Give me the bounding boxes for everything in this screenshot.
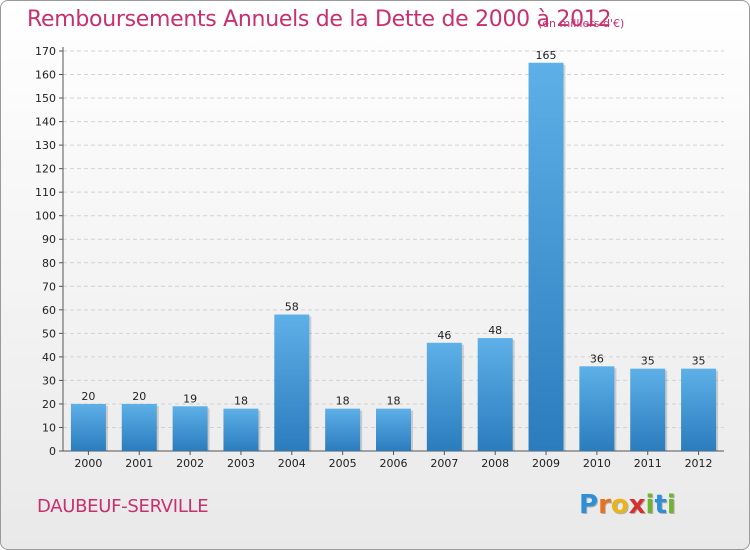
y-tick-label: 20 [42, 398, 56, 411]
data-label: 48 [488, 324, 502, 337]
x-tick-label: 2004 [278, 457, 306, 470]
bar-2000 [70, 403, 106, 451]
bar-2008 [477, 338, 513, 451]
data-label: 19 [183, 392, 197, 405]
logo-letter: t [654, 490, 667, 520]
y-tick-label: 0 [49, 445, 56, 458]
logo-letter: i [666, 490, 676, 520]
commune-name: DAUBEUF-SERVILLE [37, 496, 209, 517]
logo-letter: i [645, 490, 655, 520]
x-tick-label: 2000 [74, 457, 102, 470]
bar-2010 [579, 366, 615, 451]
logo-letter: r [598, 490, 611, 520]
x-tick-label: 2005 [329, 457, 357, 470]
bar-2003 [223, 408, 259, 451]
data-label: 20 [81, 390, 95, 403]
x-tick-label: 2008 [481, 457, 509, 470]
y-tick-label: 90 [42, 233, 56, 246]
proxiti-logo: Proxiti [579, 490, 676, 520]
logo-letter: P [579, 490, 599, 520]
bar-2002 [172, 406, 208, 451]
logo-letter: o [610, 490, 629, 520]
data-label: 20 [132, 390, 146, 403]
y-tick-label: 10 [42, 421, 56, 434]
data-label: 18 [234, 395, 248, 408]
y-tick-label: 160 [35, 69, 56, 82]
data-label: 36 [590, 352, 604, 365]
data-label: 165 [536, 49, 557, 62]
bar-2005 [325, 408, 361, 451]
y-tick-label: 70 [42, 280, 56, 293]
x-tick-label: 2006 [380, 457, 408, 470]
data-label: 35 [692, 355, 706, 368]
x-tick-label: 2007 [430, 457, 458, 470]
y-tick-label: 80 [42, 257, 56, 270]
x-tick-label: 2001 [125, 457, 153, 470]
bar-2009 [528, 62, 564, 451]
x-tick-label: 2012 [685, 457, 713, 470]
y-tick-label: 170 [35, 45, 56, 58]
y-tick-label: 110 [35, 186, 56, 199]
x-tick-label: 2009 [532, 457, 560, 470]
bar-2007 [426, 342, 462, 451]
data-label: 35 [641, 355, 655, 368]
data-label: 18 [387, 395, 401, 408]
x-tick-label: 2002 [176, 457, 204, 470]
bar-2012 [681, 368, 717, 451]
bar-2011 [630, 368, 666, 451]
chart-title: Remboursements Annuels de la Dette de 20… [27, 7, 612, 32]
x-tick-label: 2003 [227, 457, 255, 470]
y-tick-label: 130 [35, 139, 56, 152]
bar-2001 [121, 403, 157, 451]
bar-2006 [376, 408, 411, 451]
y-tick-label: 140 [35, 116, 56, 129]
logo-letter: x [628, 490, 646, 520]
data-label: 46 [437, 329, 451, 342]
data-label: 58 [285, 301, 299, 314]
data-label: 18 [336, 395, 350, 408]
y-tick-label: 100 [35, 210, 56, 223]
x-tick-label: 2010 [583, 457, 611, 470]
y-tick-label: 30 [42, 374, 56, 387]
y-tick-label: 150 [35, 92, 56, 105]
x-tick-label: 2011 [634, 457, 662, 470]
bar-2004 [274, 314, 310, 451]
y-tick-label: 60 [42, 304, 56, 317]
y-tick-label: 50 [42, 327, 56, 340]
y-tick-label: 40 [42, 351, 56, 364]
chart-subtitle: (en milliers d'€) [538, 17, 625, 30]
y-tick-label: 120 [35, 163, 56, 176]
